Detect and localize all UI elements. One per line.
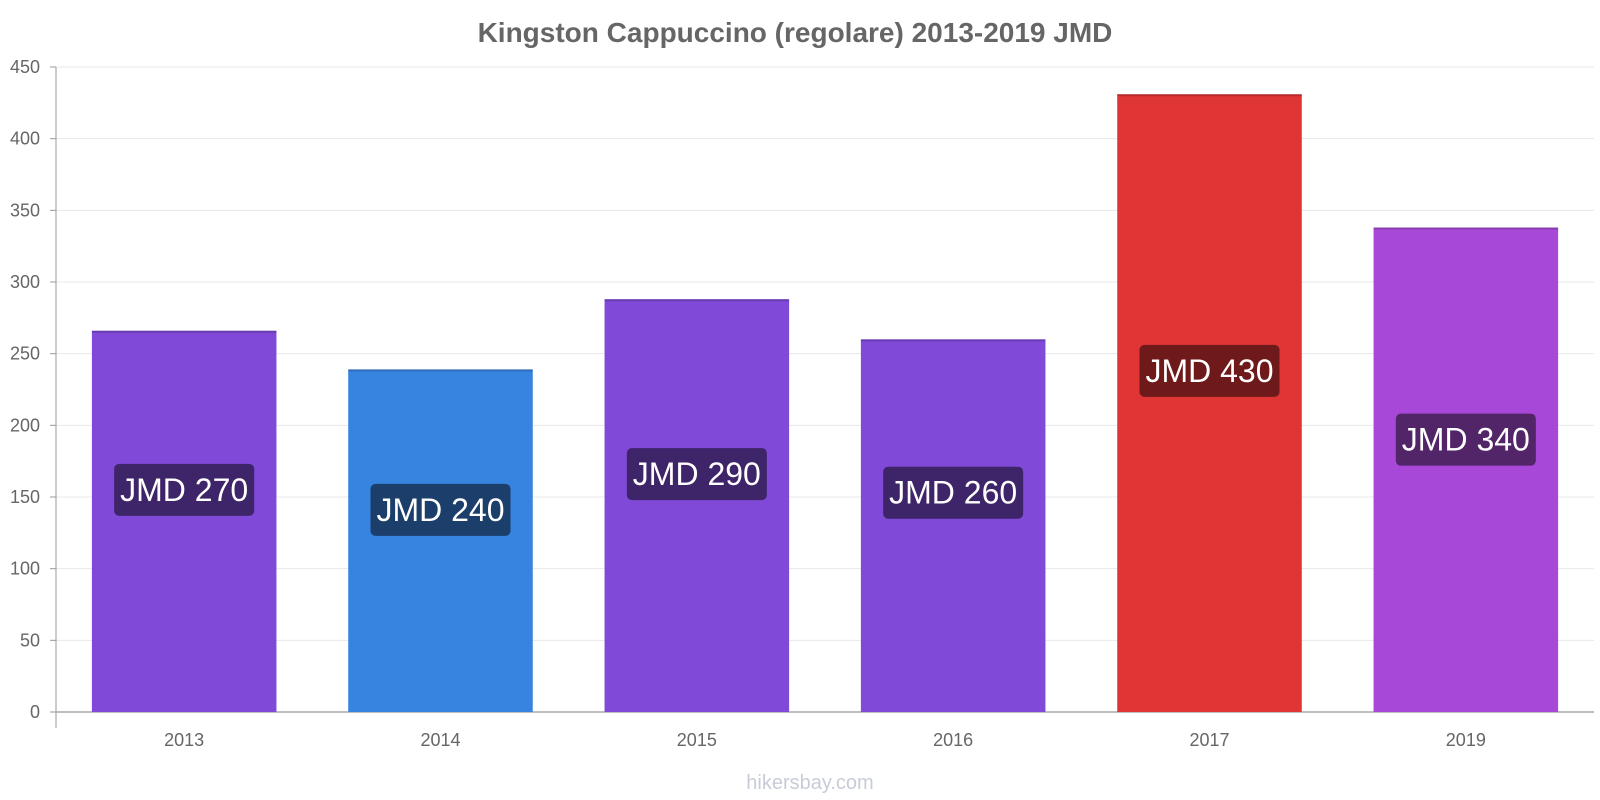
data-label-2013: JMD 270 bbox=[120, 472, 248, 508]
bar-2017 bbox=[1117, 94, 1302, 712]
tick-labels: 0 50 100 150 200 250 300 350 400 450 2013 2014 2015 2… bbox=[10, 57, 1486, 750]
bar-2016 bbox=[860, 339, 1046, 712]
data-label-2019: JMD 340 bbox=[1402, 422, 1530, 458]
data-label-box bbox=[370, 483, 511, 536]
x-tick-label: 2013 bbox=[164, 730, 204, 750]
data-label-box bbox=[883, 466, 1024, 519]
x-tick-label: 2019 bbox=[1446, 730, 1486, 750]
data-label-box bbox=[1395, 413, 1536, 466]
x-tick-label: 2015 bbox=[677, 730, 717, 750]
x-tick-label: 2016 bbox=[933, 730, 973, 750]
data-label-box bbox=[1139, 344, 1280, 397]
bar-2015 bbox=[604, 299, 790, 712]
axes bbox=[50, 66, 1594, 728]
y-tick-label: 0 bbox=[30, 702, 40, 722]
data-label-2016: JMD 260 bbox=[889, 475, 1017, 511]
bars bbox=[91, 94, 1559, 713]
y-tick-label: 350 bbox=[10, 200, 40, 220]
bar-2014 bbox=[348, 369, 533, 712]
chart-title: Kingston Cappuccino (regolare) 2013-2019… bbox=[478, 17, 1113, 48]
grid-lines bbox=[56, 66, 1594, 641]
data-label-2015: JMD 290 bbox=[633, 456, 761, 492]
bar-2013 bbox=[91, 330, 277, 712]
y-tick-label: 400 bbox=[10, 129, 40, 149]
y-tick-label: 200 bbox=[10, 415, 40, 435]
y-tick-label: 450 bbox=[10, 57, 40, 77]
data-label-2017: JMD 430 bbox=[1145, 353, 1273, 389]
bar-2019 bbox=[1373, 227, 1559, 713]
watermark: hikersbay.com bbox=[746, 772, 873, 794]
y-tick-label: 300 bbox=[10, 272, 40, 292]
y-tick-label: 150 bbox=[10, 487, 40, 507]
data-label-2014: JMD 240 bbox=[376, 492, 504, 528]
data-labels: JMD 270 JMD 240 JMD 290 JMD 260 JMD 430 JMD 3… bbox=[114, 344, 1536, 536]
x-tick-label: 2017 bbox=[1189, 730, 1229, 750]
data-label-box bbox=[626, 448, 767, 501]
data-label-box bbox=[114, 463, 255, 516]
y-tick-label: 100 bbox=[10, 559, 40, 579]
y-tick-label: 250 bbox=[10, 344, 40, 364]
y-tick-label: 50 bbox=[20, 630, 40, 650]
x-tick-label: 2014 bbox=[420, 730, 460, 750]
